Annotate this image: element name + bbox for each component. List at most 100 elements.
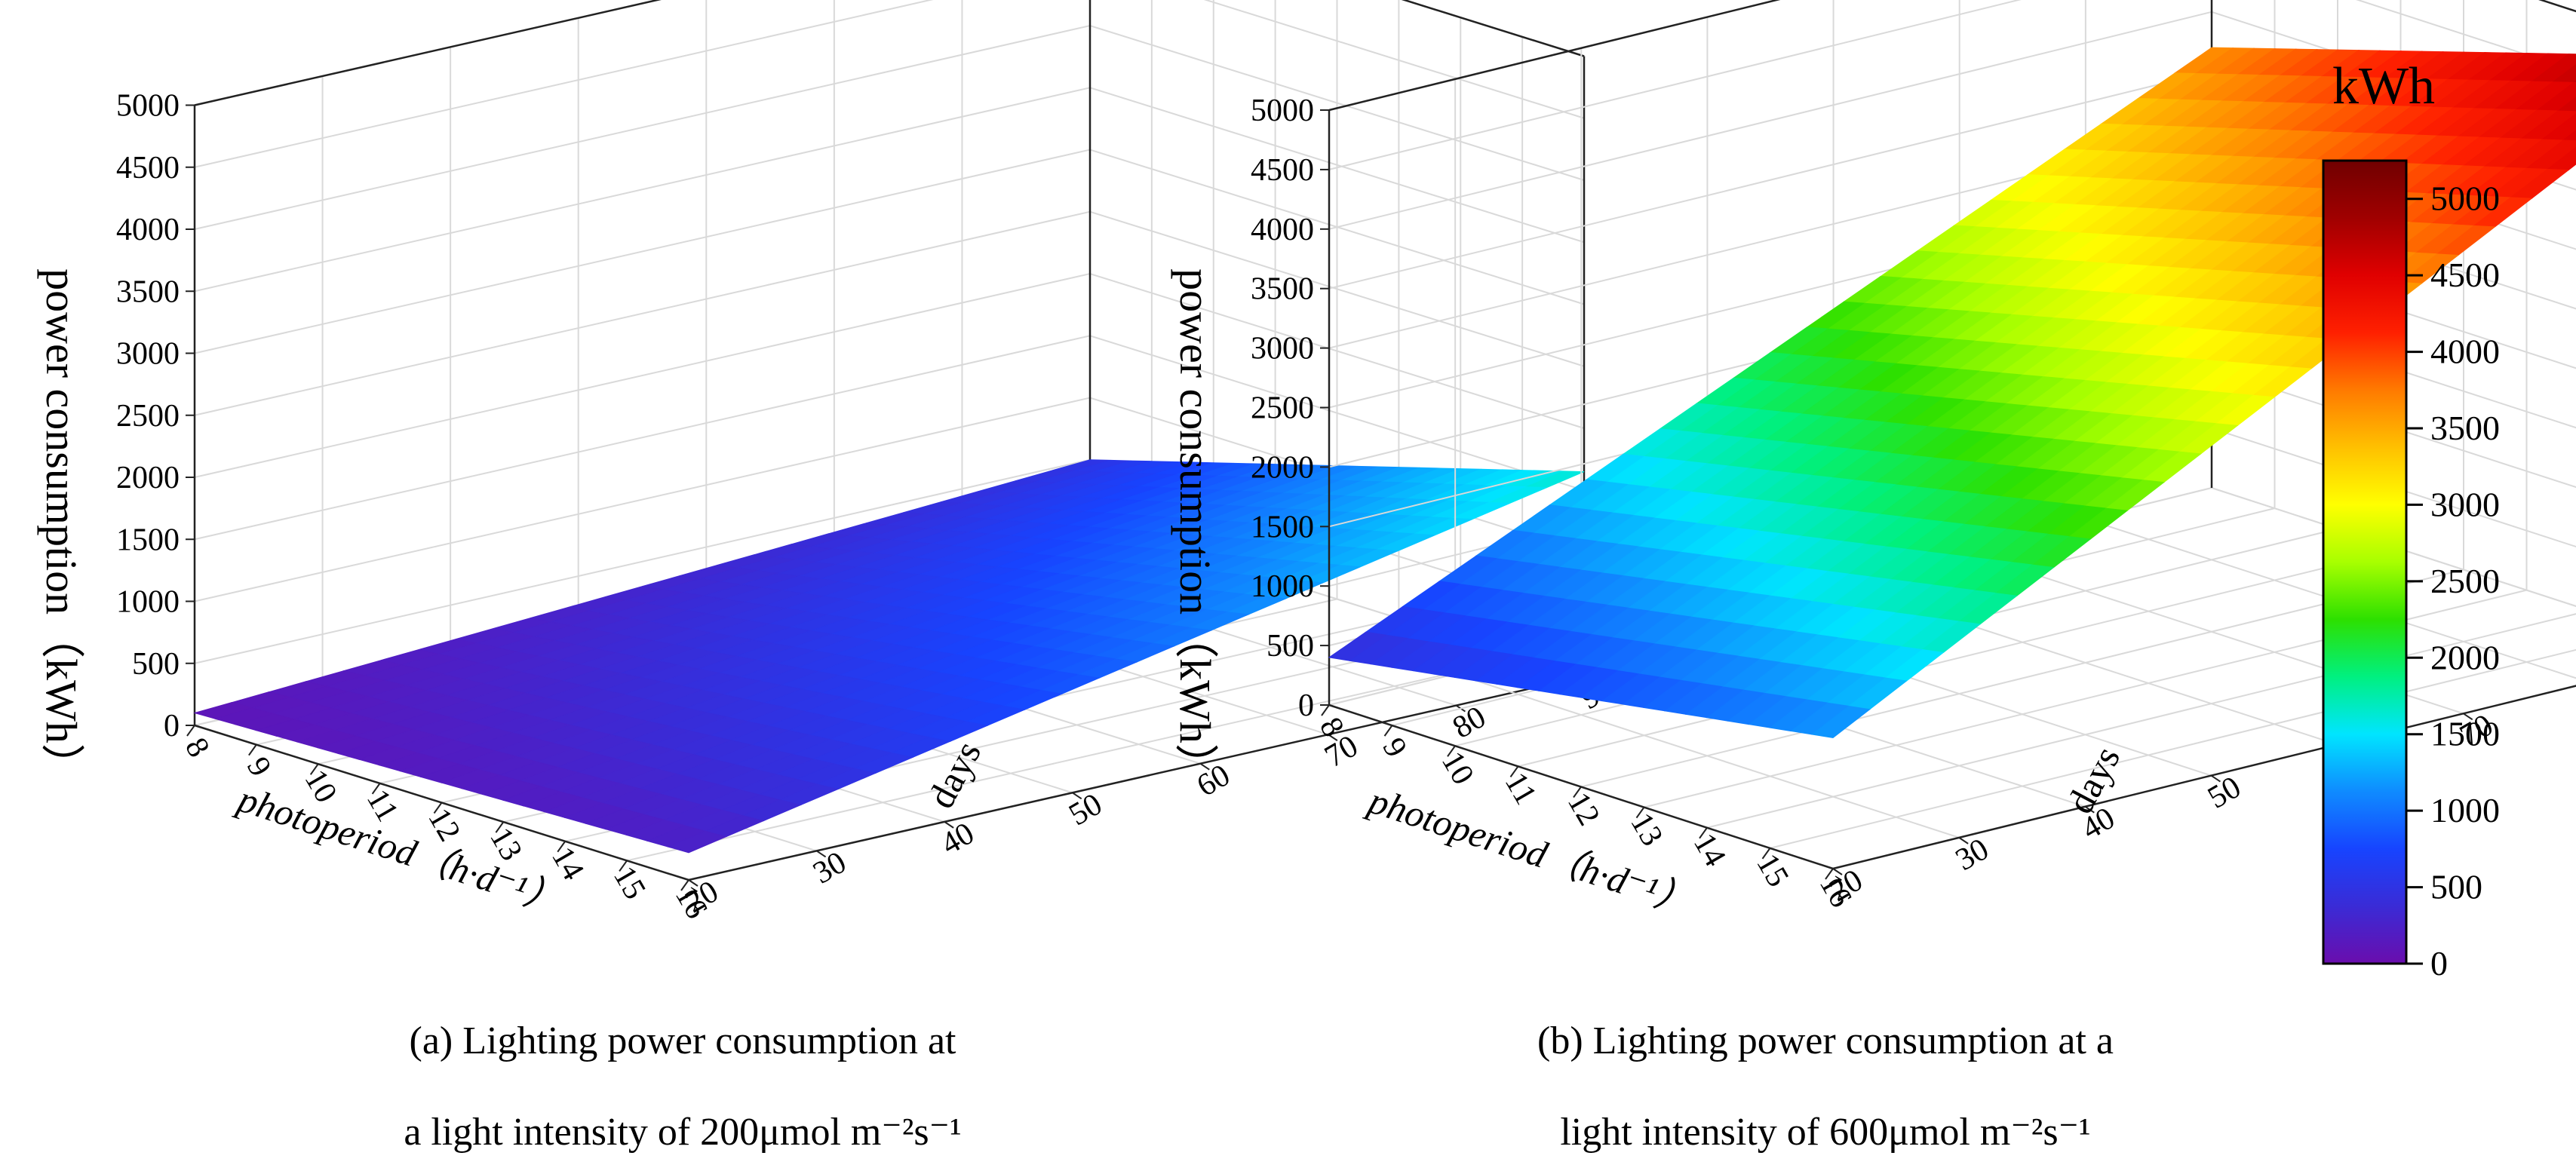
colorbar-tick-label: 3000	[2430, 485, 2500, 523]
y-tick-mark	[688, 879, 698, 887]
colorbar-tick-label: 1500	[2430, 715, 2500, 753]
x-tick-mark	[309, 763, 319, 775]
colorbar-tick-label: 500	[2430, 868, 2482, 906]
grid-line	[1518, 548, 2401, 768]
grid-line	[194, 87, 1585, 293]
axis-frame-edge	[194, 0, 662, 106]
y-tick-mark	[2084, 805, 2095, 814]
z-axis-title: power consumption（kWh）	[37, 268, 86, 787]
colorbar-tick-label: 0	[2430, 944, 2448, 982]
surface-cell	[667, 830, 727, 854]
z-tick-label: 3500	[1251, 272, 1314, 307]
z-tick-label: 4500	[1251, 153, 1314, 188]
x-tick-mark	[248, 744, 257, 756]
surface-cell	[2572, 80, 2576, 83]
z-tick-label: 1500	[116, 523, 180, 557]
colorbar-tick-label: 3500	[2430, 409, 2500, 447]
x-tick-mark	[680, 879, 689, 891]
caption-a-line1: (a) Lighting power consumption at	[410, 1019, 957, 1062]
colorbar-gradient	[2322, 159, 2408, 965]
z-tick-label: 5000	[1251, 93, 1314, 128]
z-tick-label: 1500	[1251, 510, 1314, 544]
x-tick-mark	[1447, 745, 1456, 757]
z-tick-label: 5000	[116, 89, 180, 124]
z-tick-label: 0	[164, 709, 180, 743]
x-tick-mark	[186, 725, 195, 737]
z-tick-label: 1000	[1251, 569, 1314, 604]
surface	[193, 459, 1585, 854]
grid-line	[1832, 685, 2576, 869]
x-tick-label: 9	[1376, 732, 1414, 763]
y-tick-mark	[1199, 762, 1210, 771]
surface	[1328, 47, 2576, 738]
colorbar-ticks: 0 500 1000 1500 2000 2500 3000 3500 4000 4500 5000	[2406, 179, 2500, 982]
z-tick-label: 2500	[1251, 391, 1314, 426]
axis-frame-edge	[1832, 685, 2576, 870]
x-tick-mark	[1635, 807, 1645, 819]
surface-cell	[1810, 705, 1871, 738]
colorbar: kWh 0 500 1000 1500 2000 2500 3000 3500 4000 4500…	[2322, 57, 2500, 982]
y-tick-mark	[1328, 734, 1338, 741]
z-tick-label: 2000	[116, 461, 180, 495]
grid-line	[194, 210, 1585, 416]
chart-panel-b: 0 500 1000 1500 2000 2500 3000 3500 4000 4500 5000…	[1171, 0, 2576, 924]
x-tick-mark	[1509, 765, 1519, 777]
colorbar-title: kWh	[2332, 57, 2435, 115]
axis-frame-edge	[1328, 0, 1781, 112]
axis-frame-edge	[688, 675, 1585, 881]
y-tick-mark	[816, 850, 827, 858]
caption-a-line2: a light intensity of 200μmol m⁻²s⁻¹	[404, 1111, 961, 1154]
y-tick-mark	[1832, 868, 1843, 875]
grid-line	[194, 24, 1585, 230]
z-tick-label: 3000	[116, 337, 180, 372]
z-tick-label: 500	[1267, 629, 1314, 664]
grid-line	[194, 149, 1585, 354]
colorbar-tick-label: 4000	[2430, 333, 2500, 371]
x-tick-mark	[557, 841, 566, 853]
z-tick-label: 500	[132, 647, 180, 682]
colorbar-tick-label: 2000	[2430, 638, 2500, 676]
y-tick-mark	[2210, 774, 2221, 783]
grid-line	[194, 0, 1585, 168]
x-tick-mark	[1321, 704, 1330, 716]
y-tick-mark	[944, 821, 954, 829]
grid-line	[194, 272, 1585, 478]
z-tick-label: 4000	[116, 213, 180, 247]
z-tick-label: 3000	[1251, 332, 1314, 366]
z-axis-title: power consumption（kWh）	[1171, 268, 1220, 787]
x-tick-mark	[619, 860, 628, 872]
x-tick-label: 8	[178, 732, 216, 763]
z-tick-label: 0	[1298, 688, 1314, 723]
z-tick-label: 2000	[1251, 450, 1314, 485]
z-tick-label: 4500	[116, 151, 180, 185]
grid-line	[1580, 569, 2464, 788]
captions: (a) Lighting power consumption at a ligh…	[404, 1019, 2114, 1154]
y-tick-mark	[1958, 837, 1969, 845]
x-tick-mark	[495, 821, 505, 833]
z-tick-label: 3500	[116, 274, 180, 309]
colorbar-tick-label: 4500	[2430, 256, 2500, 294]
surface-cell	[2562, 130, 2576, 142]
colorbar-tick-label: 2500	[2430, 562, 2500, 600]
grid-line	[1706, 613, 2576, 829]
axis-frame-edge	[1401, 0, 1585, 57]
grid-line	[1770, 648, 2576, 849]
x-tick-mark	[1761, 848, 1771, 860]
y-tick-mark	[2463, 713, 2473, 721]
colorbar-tick-label: 1000	[2430, 791, 2500, 829]
y-axis-title: days	[2059, 739, 2128, 820]
x-tick-mark	[1573, 786, 1582, 799]
axis-frame-edge	[2538, 0, 2576, 13]
x-tick-mark	[1825, 868, 1834, 880]
colorbar-tick-label: 5000	[2430, 179, 2500, 218]
z-tick-label: 1000	[116, 585, 180, 620]
caption-b-line1: (b) Lighting power consumption at a	[1537, 1019, 2114, 1062]
y-tick-mark	[1072, 792, 1082, 800]
x-tick-mark	[371, 783, 381, 795]
x-tick-mark	[1383, 725, 1393, 737]
chart-panel-a: 0500100015002000250030003500400045005000…	[37, 0, 1620, 924]
z-tick-label: 4000	[1251, 213, 1314, 247]
grid-line	[626, 656, 1523, 862]
x-tick-mark	[1699, 827, 1708, 839]
